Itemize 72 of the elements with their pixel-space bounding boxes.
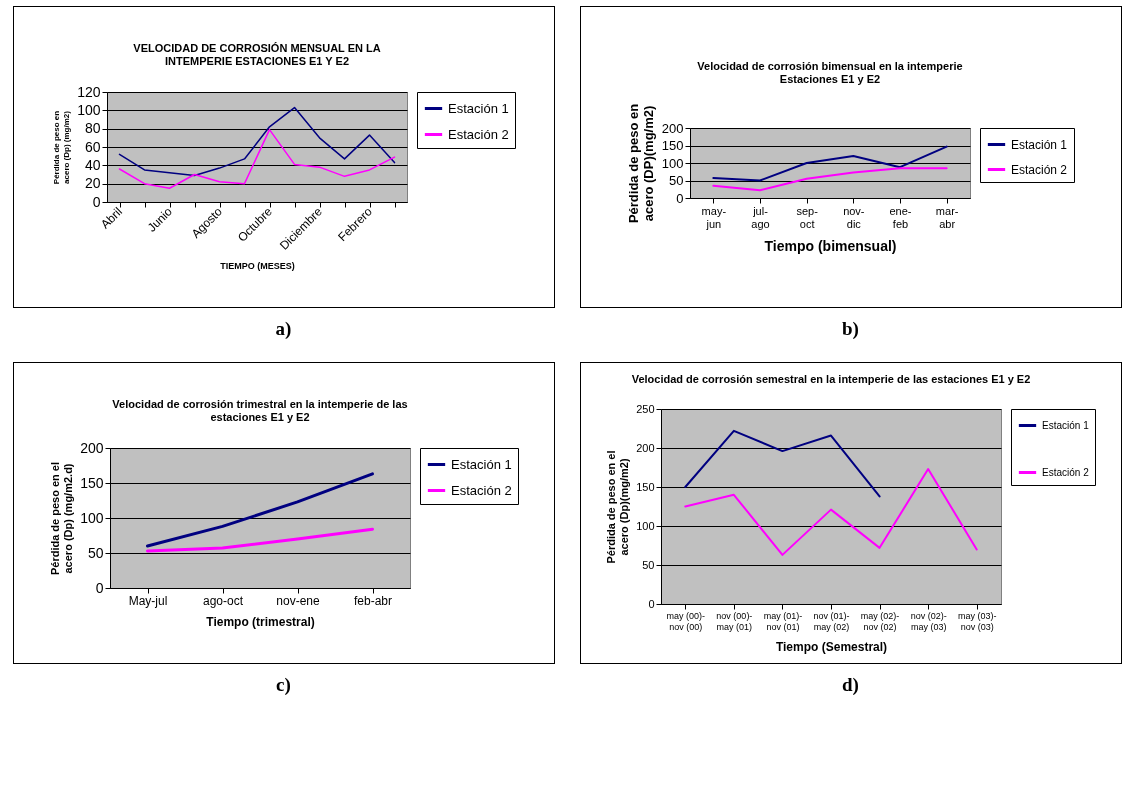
line-series [711, 145, 948, 182]
x-tick-label: ene-feb [888, 204, 912, 230]
y-tick-label: 150 [79, 474, 104, 491]
line-series [118, 128, 395, 189]
x-tick-label: sep-oct [795, 204, 818, 230]
text: c) [276, 674, 291, 697]
x-tick-label: jul-ago [750, 204, 770, 230]
legend-label: Estación 2 [1042, 466, 1090, 478]
y-tick-label: 0 [648, 597, 655, 610]
legend-label: Estación 1 [447, 100, 509, 116]
chart-title: Velocidad de corrosión semestral en la intemperie de las estaciones E1 y E2 [631, 373, 1031, 385]
x-tick-label: may (03)-nov (03) [957, 610, 997, 632]
legend-label: Estación 1 [1042, 419, 1090, 431]
x-axis-title: TIEMPO (MESES) [219, 260, 295, 271]
y-tick-label: 100 [661, 155, 683, 171]
legend-label: Estación 1 [450, 456, 512, 472]
line-series [711, 167, 948, 192]
y-tick-label: 150 [661, 138, 683, 153]
x-axis-title: Tiempo (bimensual) [764, 237, 896, 254]
y-axis-title: Pérdida de peso en el acero (Dp)(mg/m2) [605, 450, 631, 564]
legend-label: Estación 2 [1010, 162, 1067, 177]
line-series [145, 472, 374, 548]
y-tick-label: 20 [84, 175, 101, 192]
x-tick-label: feb-abr [353, 593, 392, 608]
text: d) [842, 674, 859, 697]
y-axis-title: Pérdida de peso en el acero (Dp) (mg/m2.d) [48, 461, 74, 576]
y-tick-label: 0 [675, 190, 683, 206]
legend-label: Estación 2 [450, 482, 512, 498]
x-tick-label: nov-dic [842, 204, 865, 230]
x-tick-label: ago-oct [202, 593, 244, 608]
y-tick-label: 0 [95, 579, 104, 596]
x-axis-title: Tiempo (Semestral) [775, 639, 888, 654]
line-series [118, 106, 395, 177]
y-tick-label: 200 [79, 439, 104, 456]
text: a) [275, 318, 292, 341]
x-tick-label: mar-abr [935, 204, 959, 230]
x-tick-label: may (02)-nov (02) [860, 610, 900, 632]
x-axis-title: Tiempo (trimestral) [205, 614, 315, 629]
y-tick-label: 150 [636, 480, 655, 493]
x-tick-label: nov (01)-may (02) [813, 610, 850, 632]
y-tick-label: 80 [84, 120, 101, 137]
y-tick-label: 100 [636, 519, 655, 532]
line-series [684, 468, 978, 556]
y-tick-label: 200 [636, 441, 655, 454]
legend-label: Estación 2 [447, 126, 509, 142]
y-tick-label: 60 [84, 138, 101, 155]
x-tick-label: nov-ene [275, 593, 320, 608]
chart-title: VELOCIDAD DE CORROSIÓN MENSUAL EN LA INTEMPERIE ESTACIONES E1 Y E2 [132, 42, 381, 67]
x-tick-label: may (00)-nov (00) [666, 610, 706, 632]
y-tick-label: 100 [76, 101, 101, 118]
y-tick-label: 100 [79, 509, 104, 526]
y-tick-label: 200 [661, 120, 683, 136]
text: b) [842, 318, 859, 341]
chart-title: Velocidad de corrosión bimensual en la intemperie Estaciones E1 y E2 [696, 60, 963, 86]
x-tick-label: nov (00)-may (01) [716, 610, 753, 632]
line-series [145, 527, 374, 553]
x-tick-label: may-jun [701, 204, 726, 230]
x-tick-label: May-jul [128, 593, 167, 608]
y-tick-label: 250 [636, 402, 655, 415]
line-series [684, 429, 881, 498]
y-axis-title: Pérdida de peso en acero (DP)(mg/m2) [625, 103, 656, 224]
chart-title: Velocidad de corrosión trimestral en la intemperie de las estaciones E1 y E2 [111, 398, 408, 423]
y-tick-label: 120 [76, 83, 101, 100]
x-tick-label: nov (02)-may (03) [910, 610, 947, 632]
legend-label: Estación 1 [1010, 137, 1067, 152]
y-tick-label: 40 [84, 156, 101, 173]
y-tick-label: 50 [668, 173, 683, 188]
y-axis-title: Pérdida de peso en acero (Dp) (mg/m2) [51, 110, 71, 185]
y-tick-label: 0 [92, 193, 101, 210]
y-tick-label: 50 [87, 544, 104, 561]
x-tick-label: may (01)-nov (01) [763, 610, 803, 632]
y-tick-label: 50 [642, 558, 655, 571]
